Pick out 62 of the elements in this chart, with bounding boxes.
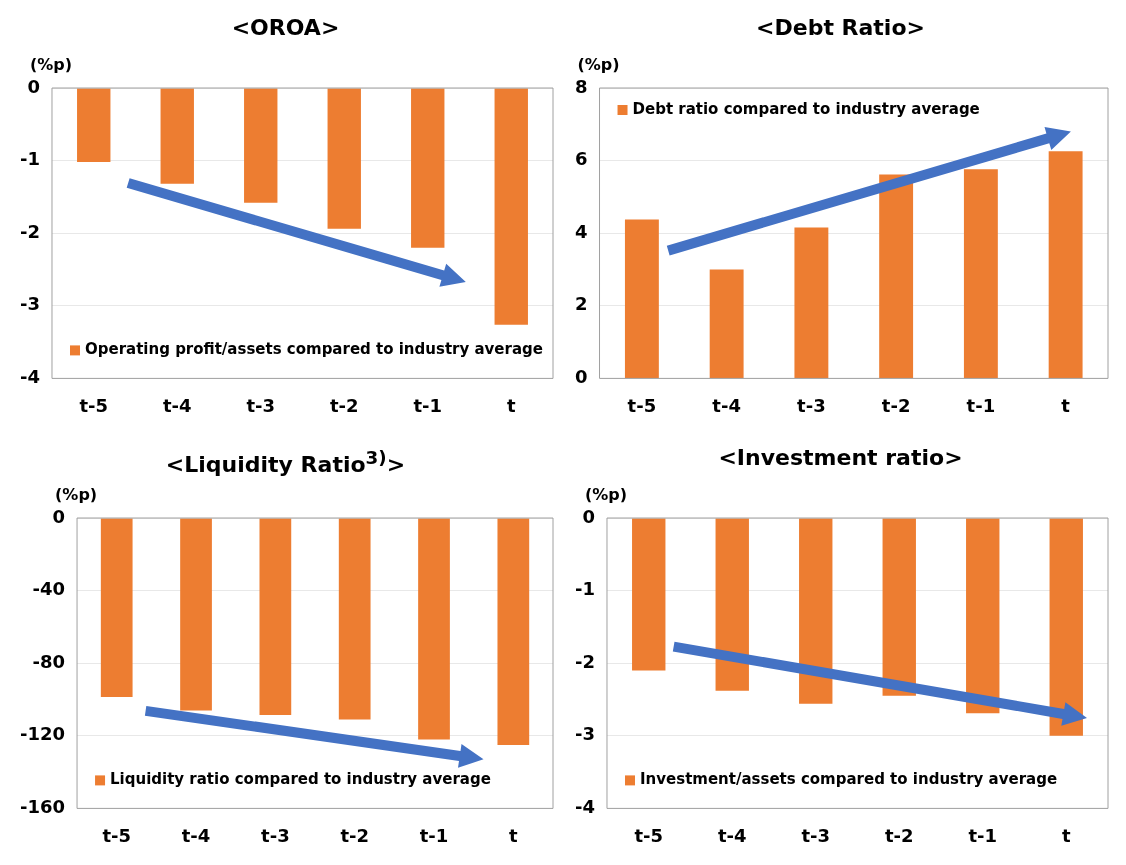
x-tick-label: t-1 [966, 394, 996, 416]
x-tick-label: t-5 [634, 824, 664, 846]
x-tick-label: t-4 [162, 394, 192, 416]
x-tick-label: t-1 [968, 824, 998, 846]
x-tick-label: t-1 [419, 824, 449, 846]
y-tick-label: 0 [582, 505, 595, 527]
y-tick-label: -4 [575, 796, 595, 818]
y-tick-label: -2 [575, 650, 595, 672]
y-tick-label: 0 [27, 75, 40, 97]
y-axis-title: (%p) [585, 485, 628, 505]
y-tick-label: -80 [32, 650, 66, 672]
y-tick-label: -4 [20, 366, 40, 388]
x-tick-label: t [509, 824, 519, 846]
x-tick-label: t-2 [340, 824, 369, 846]
y-tick-label: 0 [52, 505, 66, 527]
bar [709, 269, 744, 378]
y-tick-label: -120 [20, 723, 66, 745]
x-tick-label: t-4 [712, 394, 741, 416]
x-tick-label: t-2 [884, 824, 914, 846]
y-tick-label: -3 [575, 723, 595, 745]
bar [879, 174, 914, 378]
bar [963, 169, 998, 378]
x-tick-label: t-5 [79, 394, 109, 416]
x-tick-label: t-2 [881, 394, 911, 416]
legend-label: Operating profit/assets compared to industry average [85, 340, 543, 359]
x-tick-label: t [1061, 394, 1071, 416]
x-tick-label: t-2 [329, 394, 359, 416]
y-axis-title: (%p) [30, 55, 73, 75]
legend-label: Liquidity ratio compared to industry average [110, 770, 491, 789]
bar [1048, 151, 1083, 378]
y-tick-label: -1 [20, 148, 40, 170]
y-tick-label: -1 [575, 578, 595, 600]
y-tick-label: -40 [32, 578, 66, 600]
x-tick-label: t-4 [181, 824, 211, 846]
chart-title: <Debt Ratio> [755, 14, 926, 42]
bar [794, 227, 829, 378]
y-tick-label: -2 [20, 220, 40, 242]
legend-label: Debt ratio compared to industry average [632, 99, 980, 118]
y-tick-label: 4 [574, 220, 588, 242]
chart-title: <Investment ratio> [717, 444, 964, 472]
x-tick-label: t-3 [797, 394, 826, 416]
chart-title: <Liquidity Ratio$^{3)}$> [164, 446, 407, 478]
x-tick-label: t-3 [246, 394, 276, 416]
x-tick-label: t-5 [102, 824, 132, 846]
x-tick-label: t-3 [261, 824, 290, 846]
y-axis-title: (%p) [577, 55, 620, 75]
y-tick-label: -3 [20, 293, 40, 315]
y-axis-title: (%p) [55, 485, 98, 505]
x-tick-label: t [1061, 824, 1071, 846]
y-tick-label: -160 [20, 796, 66, 818]
y-tick-label: 8 [574, 75, 588, 97]
legend-label: Investment/assets compared to industry average [640, 770, 1058, 789]
y-tick-label: 6 [574, 148, 588, 170]
y-tick-label: 2 [574, 293, 588, 315]
x-tick-label: t-3 [801, 824, 831, 846]
x-tick-label: t-5 [627, 394, 657, 416]
x-tick-label: t-4 [717, 824, 747, 846]
x-tick-label: t-1 [413, 394, 443, 416]
bar [624, 219, 659, 378]
y-tick-label: 0 [574, 366, 588, 388]
chart-title: <OROA> [230, 14, 341, 42]
x-tick-label: t [506, 394, 516, 416]
